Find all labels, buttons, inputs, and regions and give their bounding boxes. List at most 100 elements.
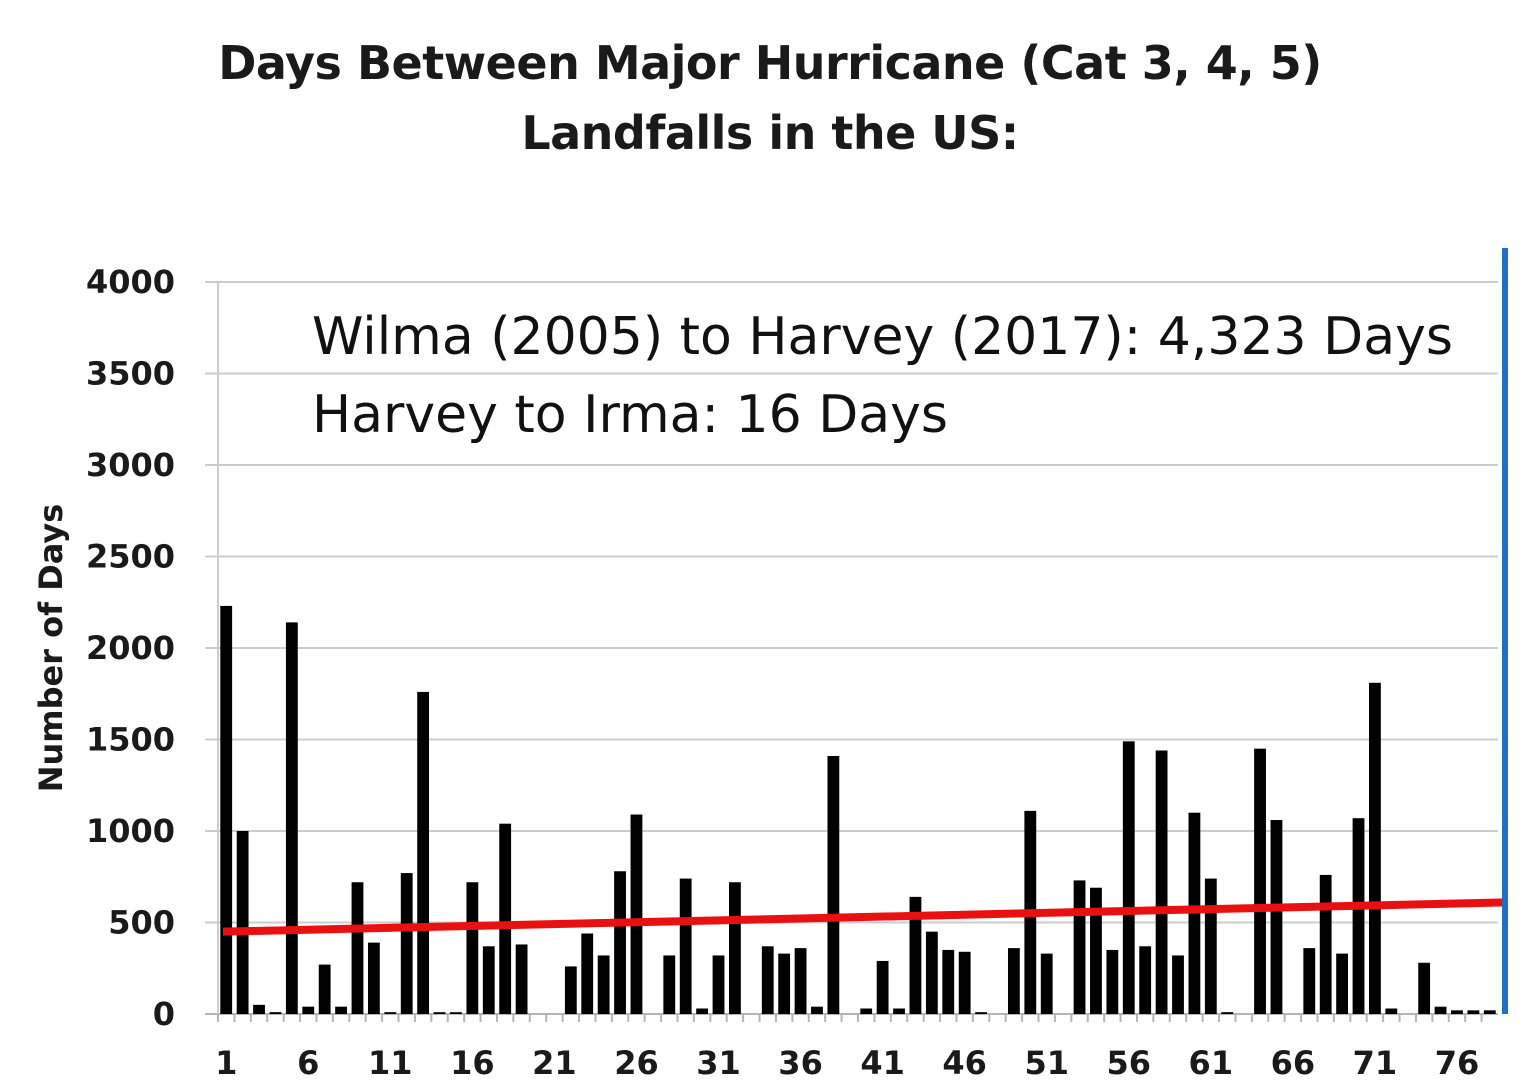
- bar-53: [1073, 880, 1086, 1014]
- x-tick-66: 66: [1271, 1044, 1316, 1082]
- x-tick-56: 56: [1107, 1044, 1152, 1082]
- bar-41: [876, 960, 889, 1014]
- y-tick-labels: 0 500 1000 1500 2000 2500 3000 3500 4000: [86, 263, 175, 1033]
- bar-75: [1434, 1006, 1447, 1014]
- y-tick-3500: 3500: [86, 355, 175, 393]
- x-tick-1: 1: [215, 1044, 237, 1082]
- bar-54: [1090, 887, 1102, 1014]
- bar-18: [499, 823, 512, 1014]
- x-tick-36: 36: [778, 1044, 823, 1082]
- bar-68: [1319, 874, 1332, 1014]
- chart-title-line-1: Days Between Major Hurricane (Cat 3, 4, …: [218, 36, 1322, 90]
- bar-17: [482, 946, 495, 1014]
- bar-57: [1139, 946, 1152, 1014]
- y-tick-3000: 3000: [86, 446, 175, 484]
- y-tick-4000: 4000: [86, 263, 175, 301]
- y-axis-label: Number of Days: [32, 504, 70, 793]
- bar-15: [450, 1012, 462, 1014]
- x-tick-61: 61: [1189, 1044, 1234, 1082]
- bar-19: [515, 944, 528, 1014]
- x-tick-6: 6: [297, 1044, 319, 1082]
- bar-35: [778, 953, 791, 1014]
- bar-59: [1172, 955, 1184, 1014]
- bar-78: [1483, 1010, 1496, 1014]
- bar-13: [417, 691, 430, 1014]
- y-tick-0: 0: [153, 995, 175, 1033]
- x-tick-71: 71: [1353, 1044, 1398, 1082]
- bar-62: [1221, 1012, 1234, 1014]
- y-tick-1000: 1000: [86, 812, 175, 850]
- bar-5: [285, 622, 298, 1014]
- x-tick-11: 11: [368, 1044, 413, 1082]
- y-tick-500: 500: [108, 904, 175, 942]
- bar-8: [335, 1006, 347, 1014]
- bar-31: [712, 955, 725, 1014]
- trend-line: [222, 898, 1507, 936]
- bars: [217, 248, 1508, 1022]
- bar-38: [827, 755, 840, 1014]
- y-tick-2000: 2000: [86, 629, 175, 667]
- bar-26: [630, 814, 643, 1014]
- annotation-line-1: Wilma (2005) to Harvey (2017): 4,323 Day…: [312, 307, 1453, 367]
- bar-65: [1270, 820, 1283, 1014]
- x-tick-26: 26: [614, 1044, 659, 1082]
- bar-7: [318, 964, 331, 1014]
- bar-1: [220, 605, 233, 1014]
- bar-12: [400, 873, 413, 1014]
- y-tick-1500: 1500: [86, 721, 175, 759]
- bar-9: [351, 882, 364, 1014]
- x-tick-labels: 1 6 11 16 21 26 31 36 41 46 51 56 61 66 71 76: [215, 1044, 1479, 1082]
- bar-42: [893, 1008, 905, 1014]
- bar-76: [1451, 1010, 1463, 1014]
- bar-43: [909, 896, 922, 1014]
- x-tick-21: 21: [532, 1044, 577, 1082]
- bar-6: [302, 1006, 315, 1014]
- x-tick-31: 31: [696, 1044, 741, 1082]
- bar-70: [1352, 818, 1365, 1014]
- bar-25: [614, 871, 626, 1014]
- bar-58: [1155, 750, 1168, 1014]
- bar-28: [663, 955, 676, 1014]
- bar-29: [679, 878, 692, 1014]
- x-tick-51: 51: [1024, 1044, 1069, 1082]
- bar-16: [466, 882, 479, 1014]
- annotation-line-2: Harvey to Irma: 16 Days: [312, 385, 948, 445]
- x-tick-41: 41: [860, 1044, 905, 1082]
- bar-49: [1007, 948, 1020, 1014]
- bar-56: [1122, 741, 1135, 1014]
- grid-lines: [205, 281, 1498, 1015]
- bar-34: [761, 946, 774, 1014]
- bar-44: [925, 931, 938, 1014]
- bar-67: [1303, 948, 1316, 1014]
- bar-32: [729, 882, 741, 1014]
- bar-30: [696, 1008, 709, 1014]
- bar-40: [860, 1008, 873, 1014]
- bar-3: [253, 1004, 265, 1014]
- bar-77: [1467, 1010, 1480, 1014]
- x-tick-46: 46: [942, 1044, 987, 1082]
- bar-22: [564, 966, 577, 1014]
- bar-14: [433, 1012, 446, 1014]
- bar-36: [794, 948, 807, 1014]
- bar-45: [942, 949, 955, 1014]
- bar-37: [811, 1006, 823, 1014]
- bar-23: [581, 933, 594, 1014]
- bar-61: [1204, 878, 1217, 1014]
- bar-11: [384, 1012, 397, 1014]
- x-tick-16: 16: [450, 1044, 495, 1082]
- bar-72: [1385, 1008, 1398, 1014]
- bar-47: [975, 1012, 987, 1014]
- bar-74: [1418, 962, 1431, 1014]
- bar-4: [269, 1012, 282, 1014]
- bar-24: [597, 955, 610, 1014]
- chart-title-line-2: Landfalls in the US:: [521, 106, 1019, 160]
- y-tick-2500: 2500: [86, 538, 175, 576]
- bar-2: [236, 831, 249, 1014]
- bar-64: [1254, 748, 1266, 1014]
- bar-46: [958, 951, 971, 1014]
- bar-69: [1336, 953, 1349, 1014]
- chart-title: Days Between Major Hurricane (Cat 3, 4, …: [0, 28, 1540, 168]
- bar-55: [1106, 949, 1119, 1014]
- x-tick-76: 76: [1435, 1044, 1480, 1082]
